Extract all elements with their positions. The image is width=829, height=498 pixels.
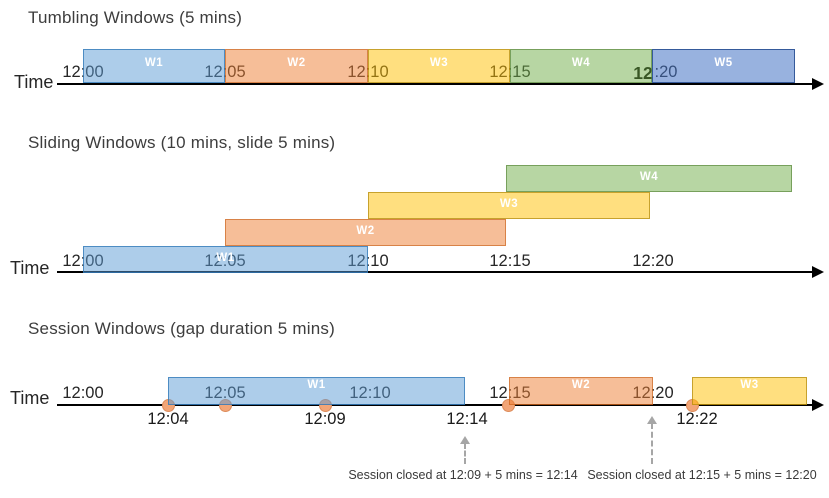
window-box-w5	[652, 49, 795, 83]
time-axis-label: Time	[10, 258, 50, 278]
window-box-w1	[83, 49, 225, 83]
session-note: Session closed at 12:09 + 5 mins = 12:14	[348, 468, 578, 482]
window-box-w3	[368, 192, 650, 219]
window-box-w3	[692, 377, 807, 405]
window-box-w2	[509, 377, 653, 405]
window-label: W1	[307, 379, 326, 391]
dashed-callout-line	[464, 443, 466, 464]
window-label: W1	[216, 252, 235, 264]
window-label: W4	[639, 171, 659, 183]
time-axis	[57, 266, 824, 278]
session-note: Session closed at 12:15 + 5 mins = 12:20	[587, 468, 817, 482]
window-box-w4	[506, 165, 792, 192]
section-title: Session Windows (gap duration 5 mins)	[28, 319, 335, 338]
section-title: Sliding Windows (10 mins, slide 5 mins)	[28, 133, 336, 152]
window-box-w1	[168, 377, 465, 405]
time-axis-label: Time	[10, 388, 50, 408]
window-label: W3	[740, 379, 759, 391]
event-time-label: 12:22	[676, 410, 718, 428]
window-label: W2	[356, 225, 375, 237]
window-box-w3	[368, 49, 510, 83]
window-label: W1	[144, 57, 164, 69]
window-box-w2	[225, 219, 506, 246]
window-box-w1	[83, 246, 368, 273]
window-label: W4	[571, 57, 591, 69]
up-arrowhead-icon	[460, 436, 470, 444]
time-axis	[57, 78, 824, 90]
window-label: W3	[499, 198, 519, 210]
window-label: W2	[571, 379, 591, 391]
event-time-label: 12:04	[147, 410, 189, 428]
window-label: W5	[714, 57, 733, 69]
time-axis-label: Time	[14, 72, 54, 92]
event-time-label: 12:14	[446, 410, 488, 428]
window-box-w4	[510, 49, 652, 83]
right-arrowhead-icon	[812, 266, 824, 278]
event-time-label: 12:09	[304, 410, 346, 428]
window-label: W2	[287, 57, 306, 69]
tick-label: 12:15	[489, 252, 531, 270]
window-label: W3	[429, 57, 449, 69]
tick-label: 12:00	[62, 384, 104, 402]
right-arrowhead-icon	[812, 78, 824, 90]
up-arrowhead-icon	[647, 416, 657, 424]
time-axis	[57, 399, 824, 411]
right-arrowhead-icon	[812, 399, 824, 411]
dashed-callout-line	[651, 423, 653, 464]
section-title: Tumbling Windows (5 mins)	[28, 8, 243, 27]
tick-label: 12:20	[632, 252, 674, 270]
window-box-w2	[225, 49, 368, 83]
